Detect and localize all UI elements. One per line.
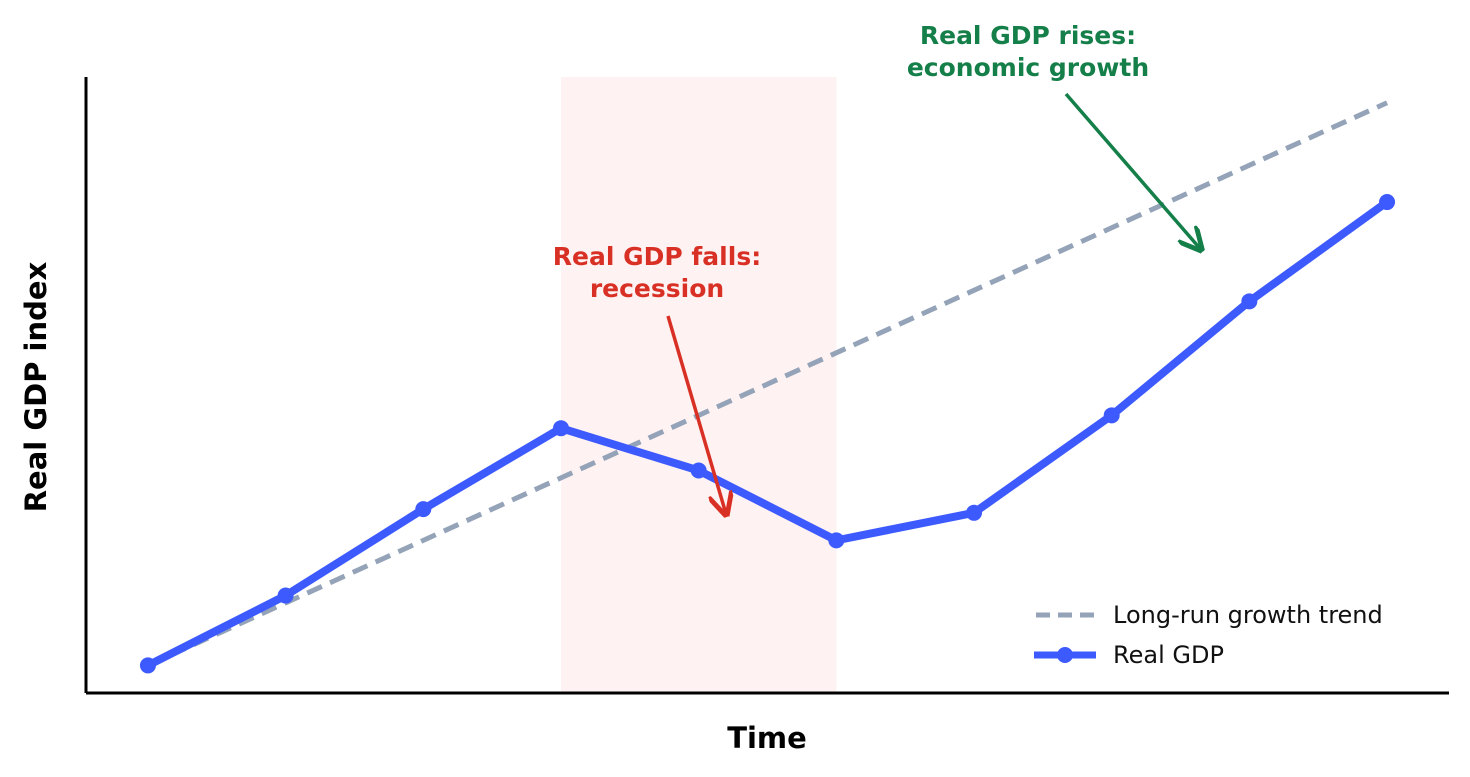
real-gdp-point xyxy=(277,587,294,604)
recession-annotation-line1: Real GDP falls: xyxy=(553,242,761,271)
real-gdp-point xyxy=(1241,293,1258,310)
growth-annotation-line1: Real GDP rises: xyxy=(920,21,1136,50)
real-gdp-point xyxy=(966,504,983,521)
real-gdp-series xyxy=(143,198,1392,670)
real-gdp-markers xyxy=(139,194,1396,674)
real-gdp-point xyxy=(552,420,569,437)
legend: Long-run growth trend Real GDP xyxy=(1034,601,1383,669)
real-gdp-point xyxy=(1379,194,1396,211)
legend-gdp-marker xyxy=(1057,647,1073,663)
recession-annotation-line2: recession xyxy=(590,274,724,303)
legend-trend-label: Long-run growth trend xyxy=(1113,601,1383,629)
recession-arrow xyxy=(666,315,726,515)
real-gdp-point xyxy=(690,462,707,479)
real-gdp-point xyxy=(415,501,432,518)
legend-gdp-label: Real GDP xyxy=(1113,641,1224,669)
real-gdp-point xyxy=(1103,407,1120,424)
trend-series xyxy=(146,100,1389,668)
recession-shading xyxy=(560,77,837,693)
recession-annotation: Real GDP falls: recession xyxy=(553,242,761,515)
trend-line xyxy=(146,100,1389,668)
growth-annotation: Real GDP rises: economic growth xyxy=(907,21,1201,250)
growth-arrow xyxy=(1064,92,1201,250)
real-gdp-point xyxy=(828,532,845,549)
growth-annotation-line2: economic growth xyxy=(907,53,1149,82)
real-gdp-point xyxy=(139,657,156,674)
y-axis-title: Real GDP index xyxy=(19,261,53,512)
x-axis-title: Time xyxy=(727,721,807,755)
real-gdp-line xyxy=(143,198,1392,670)
